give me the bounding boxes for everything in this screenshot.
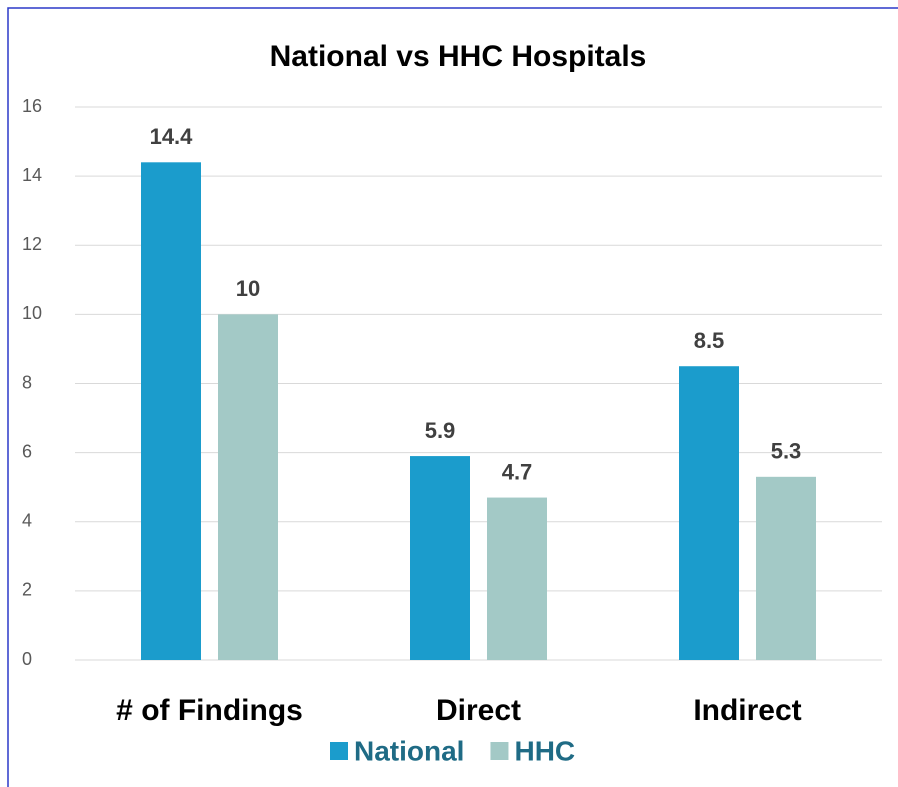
y-tick-label: 2	[22, 580, 32, 600]
bar	[141, 162, 201, 661]
legend-label: HHC	[514, 735, 575, 766]
y-tick-label: 14	[22, 165, 42, 185]
y-tick-label: 6	[22, 441, 32, 461]
legend-label: National	[354, 735, 464, 766]
y-tick-label: 8	[22, 372, 32, 392]
legend-swatch	[330, 742, 348, 760]
data-label: 4.7	[502, 459, 533, 484]
y-tick-label: 4	[22, 511, 32, 531]
y-tick-label: 16	[22, 96, 42, 116]
y-tick-label: 10	[22, 303, 42, 323]
bar	[410, 456, 470, 660]
bar	[756, 476, 816, 660]
bar	[487, 497, 547, 660]
chart-border	[7, 7, 898, 787]
x-tick-label: Indirect	[693, 694, 801, 727]
data-label: 14.4	[150, 124, 194, 149]
x-tick-label: Direct	[436, 694, 521, 727]
chart-title: National vs HHC Hospitals	[270, 40, 647, 73]
bar	[218, 314, 278, 660]
legend-swatch	[490, 742, 509, 760]
y-tick-label: 0	[22, 649, 32, 669]
data-label: 5.9	[425, 418, 456, 443]
x-tick-label: # of Findings	[116, 694, 303, 727]
data-label: 10	[236, 276, 260, 301]
data-label: 8.5	[694, 328, 725, 353]
y-tick-label: 12	[22, 234, 42, 254]
bar	[679, 366, 739, 660]
data-label: 5.3	[771, 439, 802, 464]
